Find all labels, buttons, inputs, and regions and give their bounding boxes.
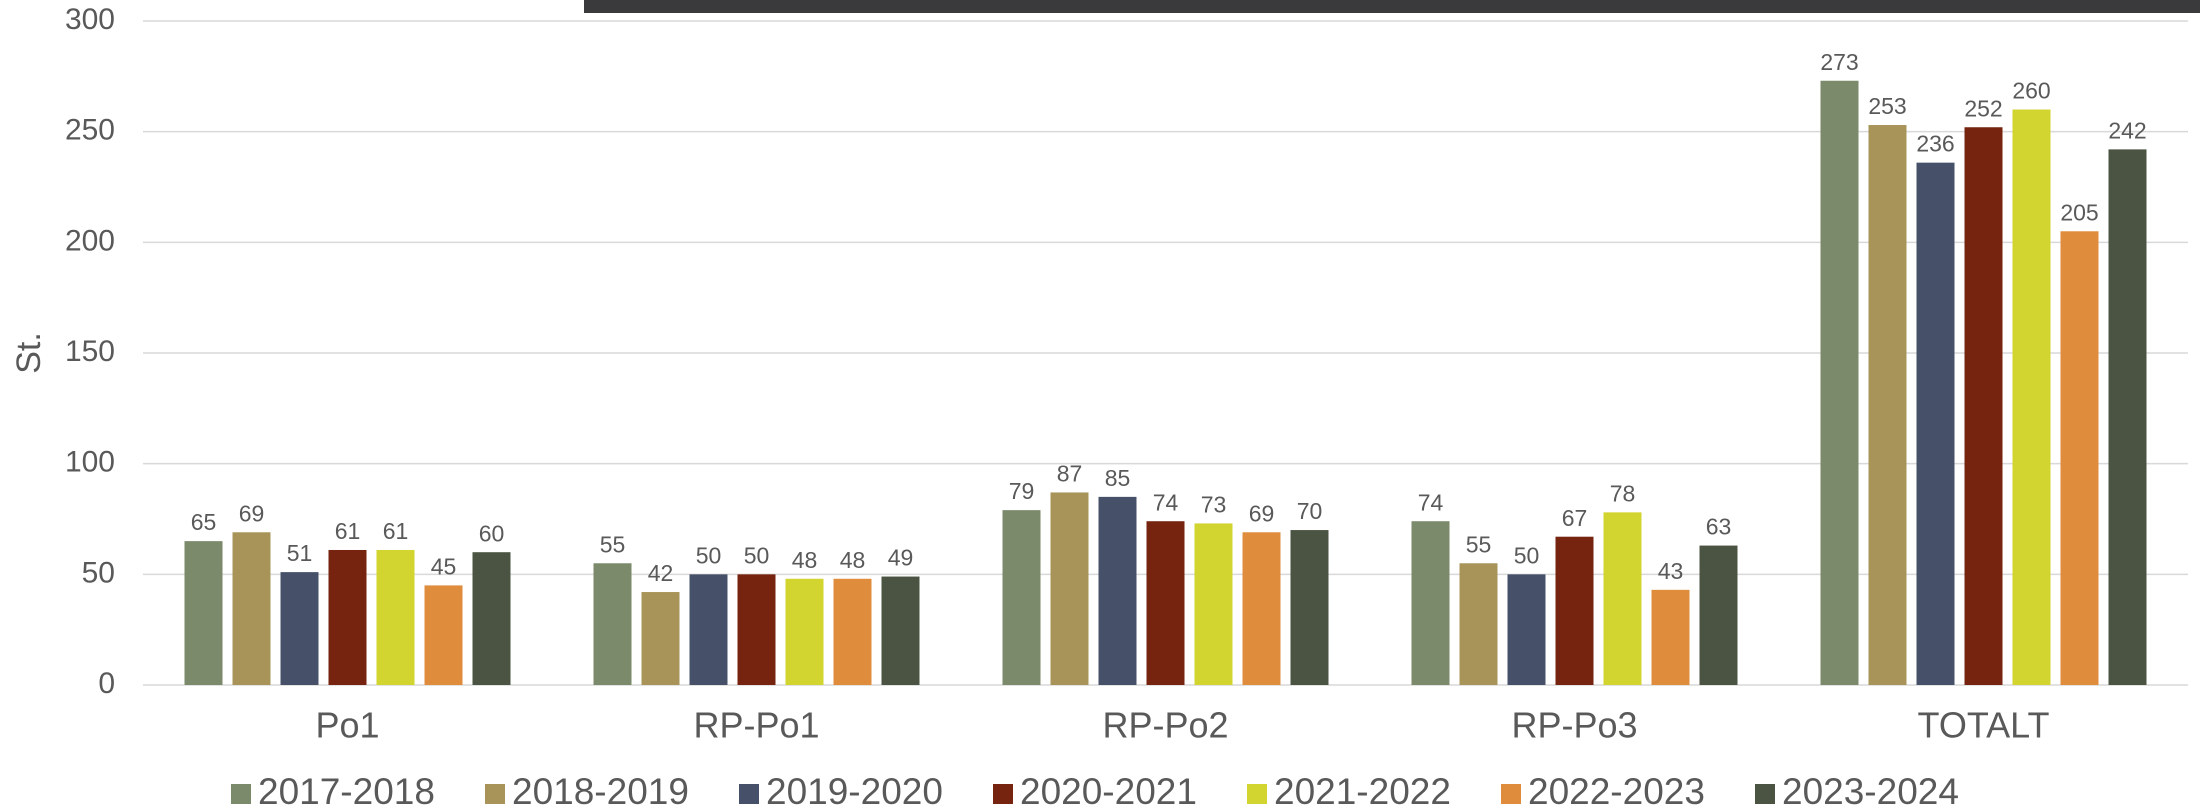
bar <box>424 585 463 685</box>
legend-label: 2020-2021 <box>1020 771 1197 811</box>
legend-label: 2017-2018 <box>258 771 435 811</box>
value-label: 69 <box>239 500 265 526</box>
y-tick-label: 200 <box>65 224 115 257</box>
value-label: 74 <box>1153 489 1179 515</box>
legend-label: 2021-2022 <box>1274 771 1451 811</box>
legend-swatch <box>485 784 505 804</box>
value-label: 205 <box>2060 199 2098 225</box>
value-label: 87 <box>1057 461 1083 487</box>
value-label: 242 <box>2108 117 2146 143</box>
bar <box>1242 532 1281 685</box>
bar <box>1194 523 1233 685</box>
bar <box>184 541 223 685</box>
bar <box>1699 545 1738 685</box>
bar <box>689 574 728 685</box>
value-label: 61 <box>383 518 409 544</box>
value-label: 63 <box>1706 514 1732 540</box>
x-tick-label: RP-Po1 <box>693 705 819 746</box>
value-label: 51 <box>287 540 313 566</box>
bar <box>1507 574 1546 685</box>
x-tick-label: RP-Po3 <box>1511 705 1637 746</box>
bar <box>232 532 271 685</box>
value-label: 73 <box>1201 492 1227 518</box>
bar <box>1603 512 1642 685</box>
value-label: 61 <box>335 518 361 544</box>
value-label: 49 <box>888 545 914 571</box>
bar <box>328 549 367 685</box>
value-label: 79 <box>1009 478 1035 504</box>
y-tick-label: 250 <box>65 114 115 147</box>
background-photo-strip <box>584 0 2200 13</box>
value-label: 253 <box>1868 93 1906 119</box>
value-label: 48 <box>792 547 818 573</box>
y-tick-label: 300 <box>65 3 115 36</box>
value-label: 78 <box>1610 480 1636 506</box>
bar <box>641 592 680 685</box>
legend-swatch <box>231 784 251 804</box>
bar <box>1290 530 1329 685</box>
bar <box>1459 563 1498 685</box>
value-label: 252 <box>1964 95 2002 121</box>
bar <box>1050 492 1089 685</box>
value-label: 69 <box>1249 500 1275 526</box>
bar <box>376 549 415 685</box>
value-label: 50 <box>696 542 722 568</box>
legend-label: 2023-2024 <box>1782 771 1959 811</box>
value-label: 260 <box>2012 78 2050 104</box>
bar <box>1555 536 1594 685</box>
value-label: 55 <box>600 531 626 557</box>
value-label: 43 <box>1658 558 1684 584</box>
bar <box>1868 125 1907 685</box>
value-label: 45 <box>431 553 457 579</box>
legend-label: 2022-2023 <box>1528 771 1705 811</box>
bar <box>1651 589 1690 685</box>
y-tick-label: 100 <box>65 446 115 479</box>
bar <box>1098 496 1137 685</box>
value-label: 60 <box>479 520 505 546</box>
bar <box>1411 521 1450 685</box>
bar <box>785 578 824 685</box>
value-label: 50 <box>1514 542 1540 568</box>
y-axis-label: St. <box>10 332 48 374</box>
bar <box>1146 521 1185 685</box>
value-label: 70 <box>1297 498 1323 524</box>
legend-swatch <box>1247 784 1267 804</box>
y-tick-label: 50 <box>82 556 115 589</box>
legend-label: 2018-2019 <box>512 771 689 811</box>
bar <box>833 578 872 685</box>
legend-swatch <box>993 784 1013 804</box>
value-label: 65 <box>191 509 217 535</box>
legend-swatch <box>739 784 759 804</box>
legend-swatch <box>1755 784 1775 804</box>
value-label: 273 <box>1820 49 1858 75</box>
x-tick-label: TOTALT <box>1917 705 2049 746</box>
bar <box>2012 109 2051 686</box>
legend-label: 2019-2020 <box>766 771 943 811</box>
bar <box>1002 510 1041 685</box>
bar <box>1820 80 1859 685</box>
value-label: 48 <box>840 547 866 573</box>
value-label: 85 <box>1105 465 1131 491</box>
x-tick-label: Po1 <box>315 705 379 746</box>
bar <box>737 574 776 685</box>
legend-swatch <box>1501 784 1521 804</box>
bar <box>280 572 319 685</box>
value-label: 55 <box>1466 531 1492 557</box>
value-label: 74 <box>1418 489 1444 515</box>
x-tick-label: RP-Po2 <box>1102 705 1228 746</box>
bar <box>1916 162 1955 686</box>
y-tick-label: 0 <box>98 667 115 700</box>
bar <box>2108 149 2147 685</box>
bar <box>593 563 632 685</box>
value-label: 67 <box>1562 505 1588 531</box>
bar <box>1964 127 2003 686</box>
bar <box>881 576 920 685</box>
bar <box>2060 231 2099 685</box>
value-label: 50 <box>744 542 770 568</box>
y-tick-label: 150 <box>65 335 115 368</box>
value-label: 236 <box>1916 131 1954 157</box>
value-label: 42 <box>648 560 674 586</box>
bar <box>472 552 511 685</box>
